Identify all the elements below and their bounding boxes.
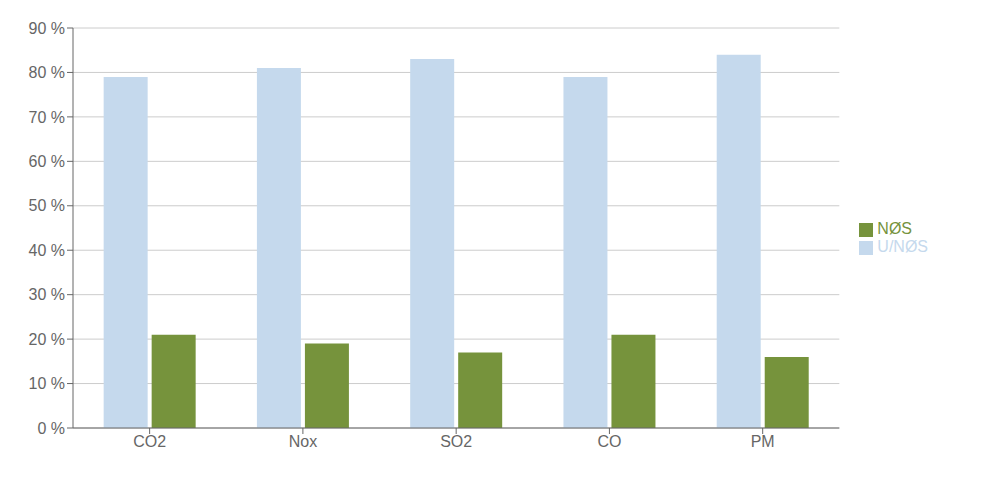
html-text:NØS: NØS — [877, 220, 912, 237]
svg-text:0 %: 0 % — [37, 420, 65, 437]
svg-text:10 %: 10 % — [29, 375, 65, 392]
svg-text:30 %: 30 % — [29, 286, 65, 303]
svg-text:90 %: 90 % — [29, 20, 65, 37]
svg-text:50 %: 50 % — [29, 197, 65, 214]
svg-text:SO2: SO2 — [440, 433, 472, 450]
svg-text:20 %: 20 % — [29, 331, 65, 348]
svg-text:Nox: Nox — [289, 433, 317, 450]
svg-text:80 %: 80 % — [29, 64, 65, 81]
svg-text:CO2: CO2 — [133, 433, 166, 450]
svg-text:70 %: 70 % — [29, 109, 65, 126]
html-text:U/NØS: U/NØS — [877, 238, 928, 255]
svg-text:60 %: 60 % — [29, 153, 65, 170]
svg-text:PM: PM — [751, 433, 775, 450]
svg-text:CO: CO — [597, 433, 621, 450]
svg-text:40 %: 40 % — [29, 242, 65, 259]
